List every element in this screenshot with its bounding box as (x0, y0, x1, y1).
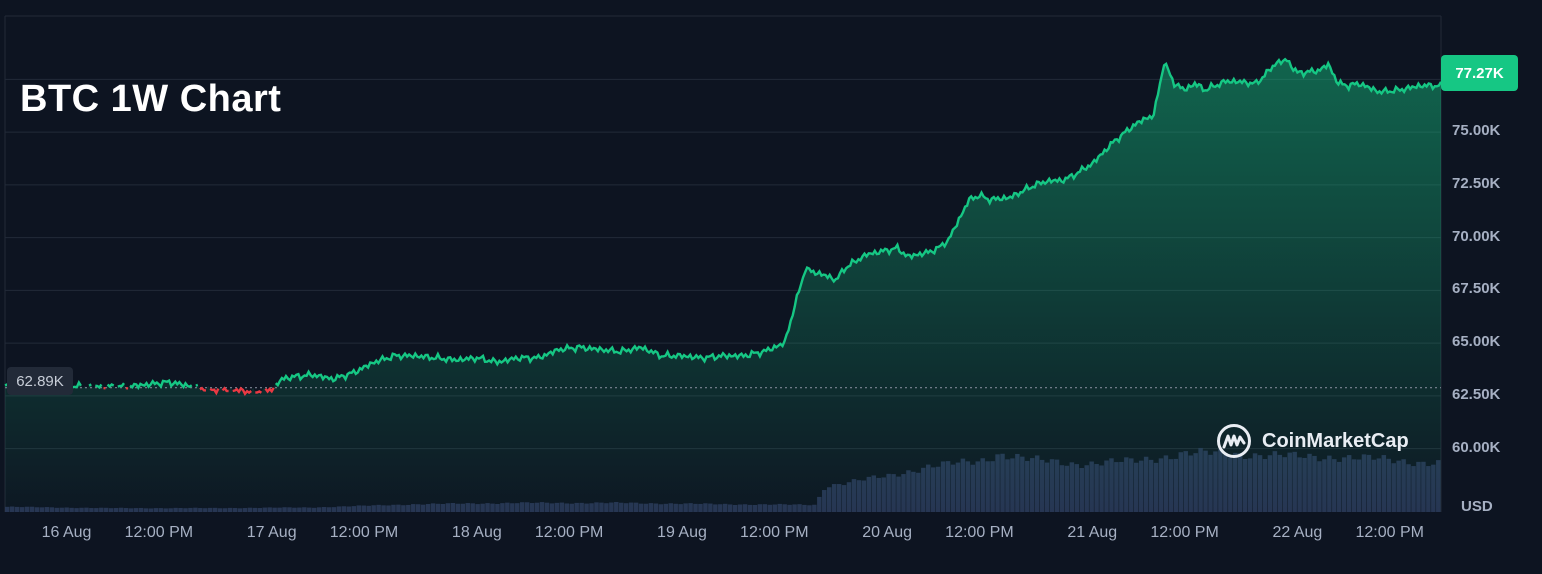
x-tick-label: 17 Aug (246, 524, 297, 541)
reference-price-badge: 62.89K (7, 367, 73, 395)
x-tick-label: 16 Aug (41, 524, 92, 541)
y-tick-label: 70.00K (1452, 227, 1501, 245)
coinmarketcap-logo-icon (1217, 424, 1251, 458)
x-tick-label: 12:00 PM (124, 524, 194, 541)
y-tick-label: 75.00K (1452, 122, 1501, 140)
x-tick-label: 12:00 PM (945, 524, 1014, 541)
x-tick-label: 19 Aug (657, 524, 707, 541)
x-tick-label: 12:00 PM (329, 524, 399, 541)
brand-logo: CoinMarketCap (1216, 423, 1409, 459)
y-tick-label: 60.00K (1452, 438, 1501, 456)
x-tick-label: 22 Aug (1272, 524, 1323, 541)
x-tick-label: 12:00 PM (740, 524, 809, 541)
x-tick-label: 12:00 PM (1355, 524, 1424, 541)
price-area-fill (5, 59, 1441, 512)
x-tick-label: 21 Aug (1067, 524, 1118, 541)
current-price-badge: 77.27K (1441, 55, 1518, 91)
currency-label: USD (1461, 498, 1493, 515)
brand-name: CoinMarketCap (1262, 429, 1409, 452)
price-line-down (103, 386, 275, 396)
x-tick-label: 12:00 PM (534, 524, 604, 541)
y-tick-label: 67.50K (1452, 280, 1501, 298)
x-tick-label: 20 Aug (862, 524, 913, 541)
y-tick-label: 62.50K (1452, 385, 1501, 403)
x-tick-label: 12:00 PM (1150, 524, 1219, 541)
x-tick-label: 18 Aug (451, 524, 502, 541)
y-tick-label: 72.50K (1452, 174, 1501, 192)
y-tick-label: 65.00K (1452, 333, 1501, 351)
chart-title: BTC 1W Chart (20, 78, 282, 120)
